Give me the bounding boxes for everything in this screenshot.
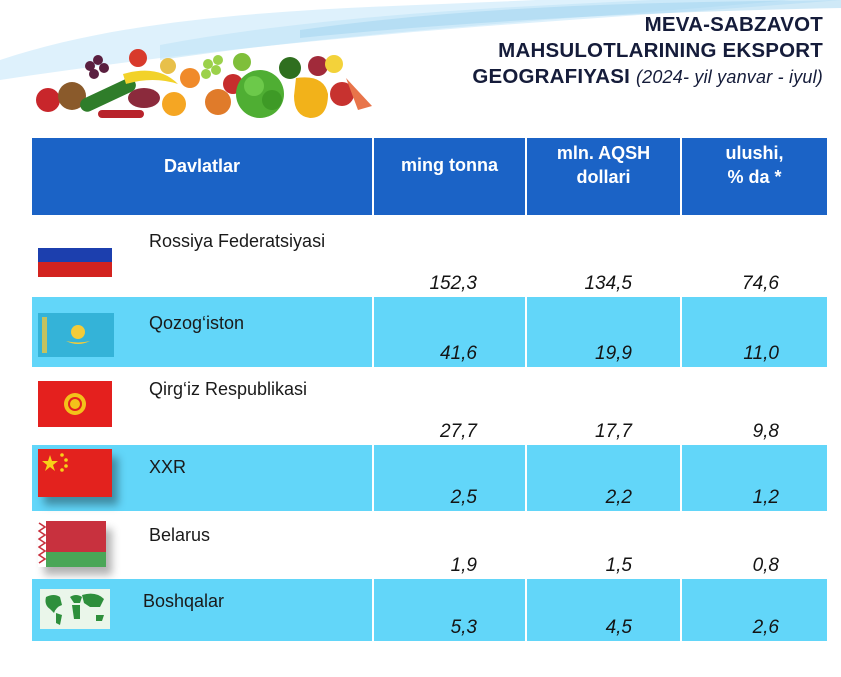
header-share-line-2: % da * — [727, 167, 782, 187]
header-country: Davlatlar — [32, 138, 372, 215]
share-value: 0,8 — [752, 555, 779, 576]
country-name: Qirg‘iz Respublikasi — [149, 379, 308, 399]
russia-flag — [38, 233, 112, 277]
world-map-icon — [40, 589, 110, 629]
tonnes-value: 2,5 — [450, 487, 477, 508]
header-share: ulushi, % da * — [680, 138, 827, 215]
country-name: Rossiya Federatsiyasi — [149, 231, 326, 251]
table-row: Boshqalar 5,3 4,5 2,6 — [32, 579, 827, 641]
header-usd-line-1: mln. AQSH — [556, 143, 651, 163]
belarus-flag — [38, 521, 106, 567]
country-name: Boshqalar — [143, 591, 225, 611]
tonnes-value: 41,6 — [440, 343, 477, 364]
header-country-label: Davlatlar — [163, 156, 241, 176]
header-share-label: ulushi, % da * — [726, 141, 784, 189]
country-name: XXR — [149, 457, 187, 477]
tonnes-value: 1,9 — [450, 555, 477, 576]
country-name: Belarus — [149, 525, 211, 545]
usd-value: 4,5 — [605, 617, 632, 638]
kyrgyzstan-flag — [38, 381, 112, 427]
title-line-3-text: GEOGRAFIYASI — [472, 65, 631, 88]
usd-value: 1,5 — [605, 555, 632, 576]
table-row: Belarus 1,9 1,5 0,8 — [32, 511, 827, 579]
share-value: 1,2 — [752, 487, 779, 508]
header-tonnes: ming tonna — [372, 138, 525, 215]
header-share-line-1: ulushi, — [725, 143, 784, 163]
china-flag — [38, 449, 112, 497]
title-period: (2024- yil yanvar - iyul) — [635, 67, 823, 87]
share-value: 9,8 — [752, 421, 779, 442]
table-row: Rossiya Federatsiyasi 152,3 134,5 74,6 — [32, 215, 827, 297]
usd-value: 2,2 — [605, 487, 632, 508]
table-header: Davlatlar ming tonna mln. AQSH dollari ul… — [32, 138, 827, 215]
usd-value: 134,5 — [584, 273, 632, 294]
header-tonnes-label: ming tonna — [401, 155, 498, 175]
table-row: Qirg‘iz Respublikasi 27,7 17,7 9,8 — [32, 367, 827, 445]
header-usd-label: mln. AQSH dollari — [557, 141, 650, 189]
table-row: XXR 2,5 2,2 1,2 — [32, 445, 827, 511]
share-value: 74,6 — [742, 273, 779, 294]
title-line-3: GEOGRAFIYASI (2024- yil yanvar - iyul) — [423, 64, 823, 90]
tonnes-value: 5,3 — [450, 617, 477, 638]
tonnes-value: 152,3 — [429, 273, 477, 294]
header-usd-line-2: dollari — [576, 167, 631, 187]
share-value: 2,6 — [752, 617, 779, 638]
table-row: Qozog‘iston 41,6 19,9 11,0 — [32, 297, 827, 367]
page-title: MEVA-SABZAVOT MAHSULOTLARINING EKSPORT G… — [423, 12, 823, 90]
title-line-1: MEVA-SABZAVOT — [644, 13, 823, 36]
usd-value: 19,9 — [595, 343, 632, 364]
background-swoosh — [0, 0, 841, 80]
country-name: Qozog‘iston — [149, 313, 245, 333]
export-table: Davlatlar ming tonna mln. AQSH dollari ul… — [32, 138, 827, 641]
tonnes-value: 27,7 — [440, 421, 477, 442]
usd-value: 17,7 — [595, 421, 632, 442]
header-usd: mln. AQSH dollari — [525, 138, 680, 215]
fruit-vegetables-image — [36, 49, 372, 118]
kazakhstan-flag — [38, 313, 114, 357]
title-line-2: MAHSULOTLARINING EKSPORT — [498, 39, 823, 62]
share-value: 11,0 — [743, 343, 779, 364]
